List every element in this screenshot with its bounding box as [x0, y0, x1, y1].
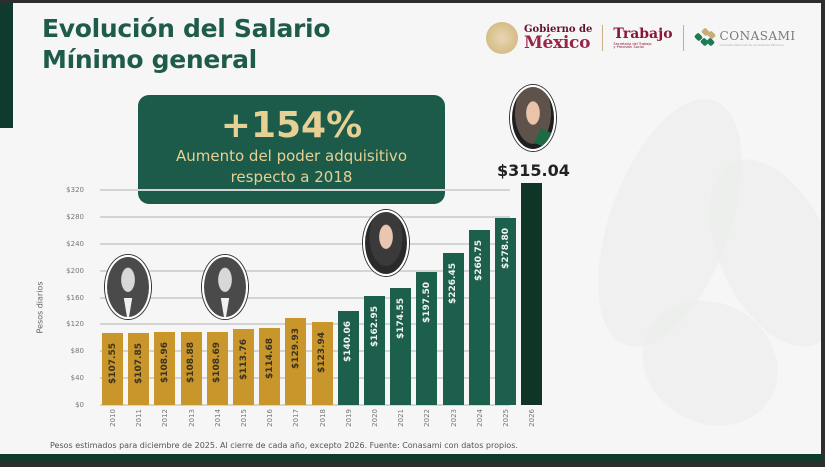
bar-2017: $129.93	[285, 317, 307, 405]
x-tick-label: 2023	[449, 409, 458, 427]
gobierno-logo: Gobierno de México	[524, 23, 593, 53]
bar-value-label: $278.80	[500, 227, 511, 269]
x-tick-label: 2016	[266, 409, 275, 427]
bar-2026	[521, 182, 543, 405]
bar-value-label: $226.45	[448, 262, 459, 304]
gridline	[100, 189, 510, 191]
y-tick-label: $280	[66, 212, 84, 221]
y-tick-label: $40	[70, 374, 84, 383]
bar-2010: $107.55	[102, 332, 123, 405]
bottom-bar	[0, 454, 821, 462]
x-tick-label: 2025	[502, 409, 510, 427]
x-tick-label: 2012	[161, 409, 170, 427]
bar-2014: $108.69	[206, 331, 228, 405]
y-tick-label: $200	[66, 266, 84, 275]
portrait-president-2018-2024	[363, 210, 409, 276]
bar-value-label: $260.75	[474, 239, 485, 281]
y-tick-label: $240	[66, 239, 84, 248]
conasami-logo: CONASAMI Comisión Nacional de los Salari…	[693, 27, 796, 47]
national-seal-icon	[486, 22, 518, 54]
bar-2015: $113.76	[233, 328, 254, 405]
page-title: Evolución del Salario Mínimo general	[42, 13, 331, 75]
portrait-president-2024	[510, 85, 556, 151]
y-tick-label: $120	[66, 320, 84, 329]
y-tick-label: $80	[70, 347, 84, 356]
bar-2024: $260.75	[468, 229, 490, 405]
conasami-leaf-icon	[693, 27, 716, 47]
bar-value-label: $108.88	[186, 341, 197, 383]
bar-2019: $140.06	[337, 310, 359, 405]
y-axis-label: Pesos diarios	[35, 281, 45, 334]
bar-value-label: $107.55	[107, 342, 118, 384]
bar-2022: $197.50	[416, 272, 438, 405]
bar-2025: $278.80	[495, 217, 516, 405]
bar-2013: $108.88	[180, 331, 202, 405]
portrait-president-2012-2018	[202, 255, 248, 319]
x-tick-label: 2026	[528, 409, 537, 427]
bar-value-label: $114.68	[264, 337, 275, 379]
gridline	[100, 269, 510, 272]
bar-2020: $162.95	[364, 295, 385, 405]
x-tick-label: 2011	[135, 409, 144, 427]
y-tick-label: $320	[66, 186, 84, 194]
gridline	[100, 215, 510, 218]
bar-value-label: $197.50	[421, 282, 432, 324]
bar-value-label: $174.55	[395, 297, 406, 339]
bar-value-label: $123.94	[317, 331, 328, 373]
logo-divider	[602, 25, 604, 51]
bar-value-label: $129.93	[290, 327, 301, 369]
gridline	[100, 404, 510, 406]
x-tick-label: 2019	[344, 409, 353, 427]
bar-value-label: $113.76	[238, 338, 249, 380]
x-tick-label: 2013	[187, 409, 196, 427]
title-line-1: Evolución del Salario	[42, 14, 331, 43]
x-tick-label: 2017	[292, 409, 301, 427]
y-tick-label: $160	[66, 293, 84, 302]
accent-strip	[0, 3, 13, 128]
x-tick-label: 2018	[318, 409, 327, 427]
top-value-label: $315.04	[497, 161, 570, 180]
bar-value-label: $107.85	[133, 342, 144, 384]
trabajo-logo: Trabajo Secretaría del Trabajo y Previsi…	[613, 25, 673, 49]
bar-value-label: $140.06	[343, 320, 354, 362]
title-line-2: Mínimo general	[42, 45, 257, 74]
bar-2011: $107.85	[128, 332, 150, 405]
highlight-text-2: respecto a 2018	[230, 168, 353, 186]
x-tick-label: 2022	[423, 409, 432, 427]
highlight-box: +154% Aumento del poder adquisitivo resp…	[138, 95, 445, 204]
logo-bar: Gobierno de México Trabajo Secretaría de…	[486, 21, 796, 55]
footnote: Pesos estimados para diciembre de 2025. …	[50, 441, 518, 450]
bar-2016: $114.68	[259, 327, 281, 405]
x-tick-label: 2014	[213, 409, 222, 427]
highlight-value: +154%	[220, 105, 363, 146]
x-tick-label: 2020	[371, 409, 379, 427]
bar-2018: $123.94	[311, 321, 333, 405]
bar-2021: $174.55	[390, 287, 412, 405]
bar-value-label: $108.96	[159, 341, 170, 383]
bar-2012: $108.96	[154, 331, 176, 405]
bar-2023: $226.45	[442, 252, 464, 405]
gridline	[100, 296, 510, 299]
x-tick-label: 2010	[109, 409, 117, 427]
bar-value-label: $162.95	[369, 305, 380, 347]
logo-divider	[682, 25, 684, 51]
x-tick-label: 2021	[397, 409, 406, 427]
y-tick-label: $0	[75, 401, 84, 409]
slide: Evolución del Salario Mínimo general Gob…	[0, 3, 821, 462]
portrait-president-2006-2012	[105, 255, 151, 319]
x-tick-label: 2015	[240, 409, 248, 427]
highlight-text-1: Aumento del poder adquisitivo	[175, 147, 407, 165]
bar-value-label: $108.69	[212, 341, 223, 383]
gridline	[100, 242, 510, 245]
x-tick-label: 2024	[475, 409, 484, 427]
